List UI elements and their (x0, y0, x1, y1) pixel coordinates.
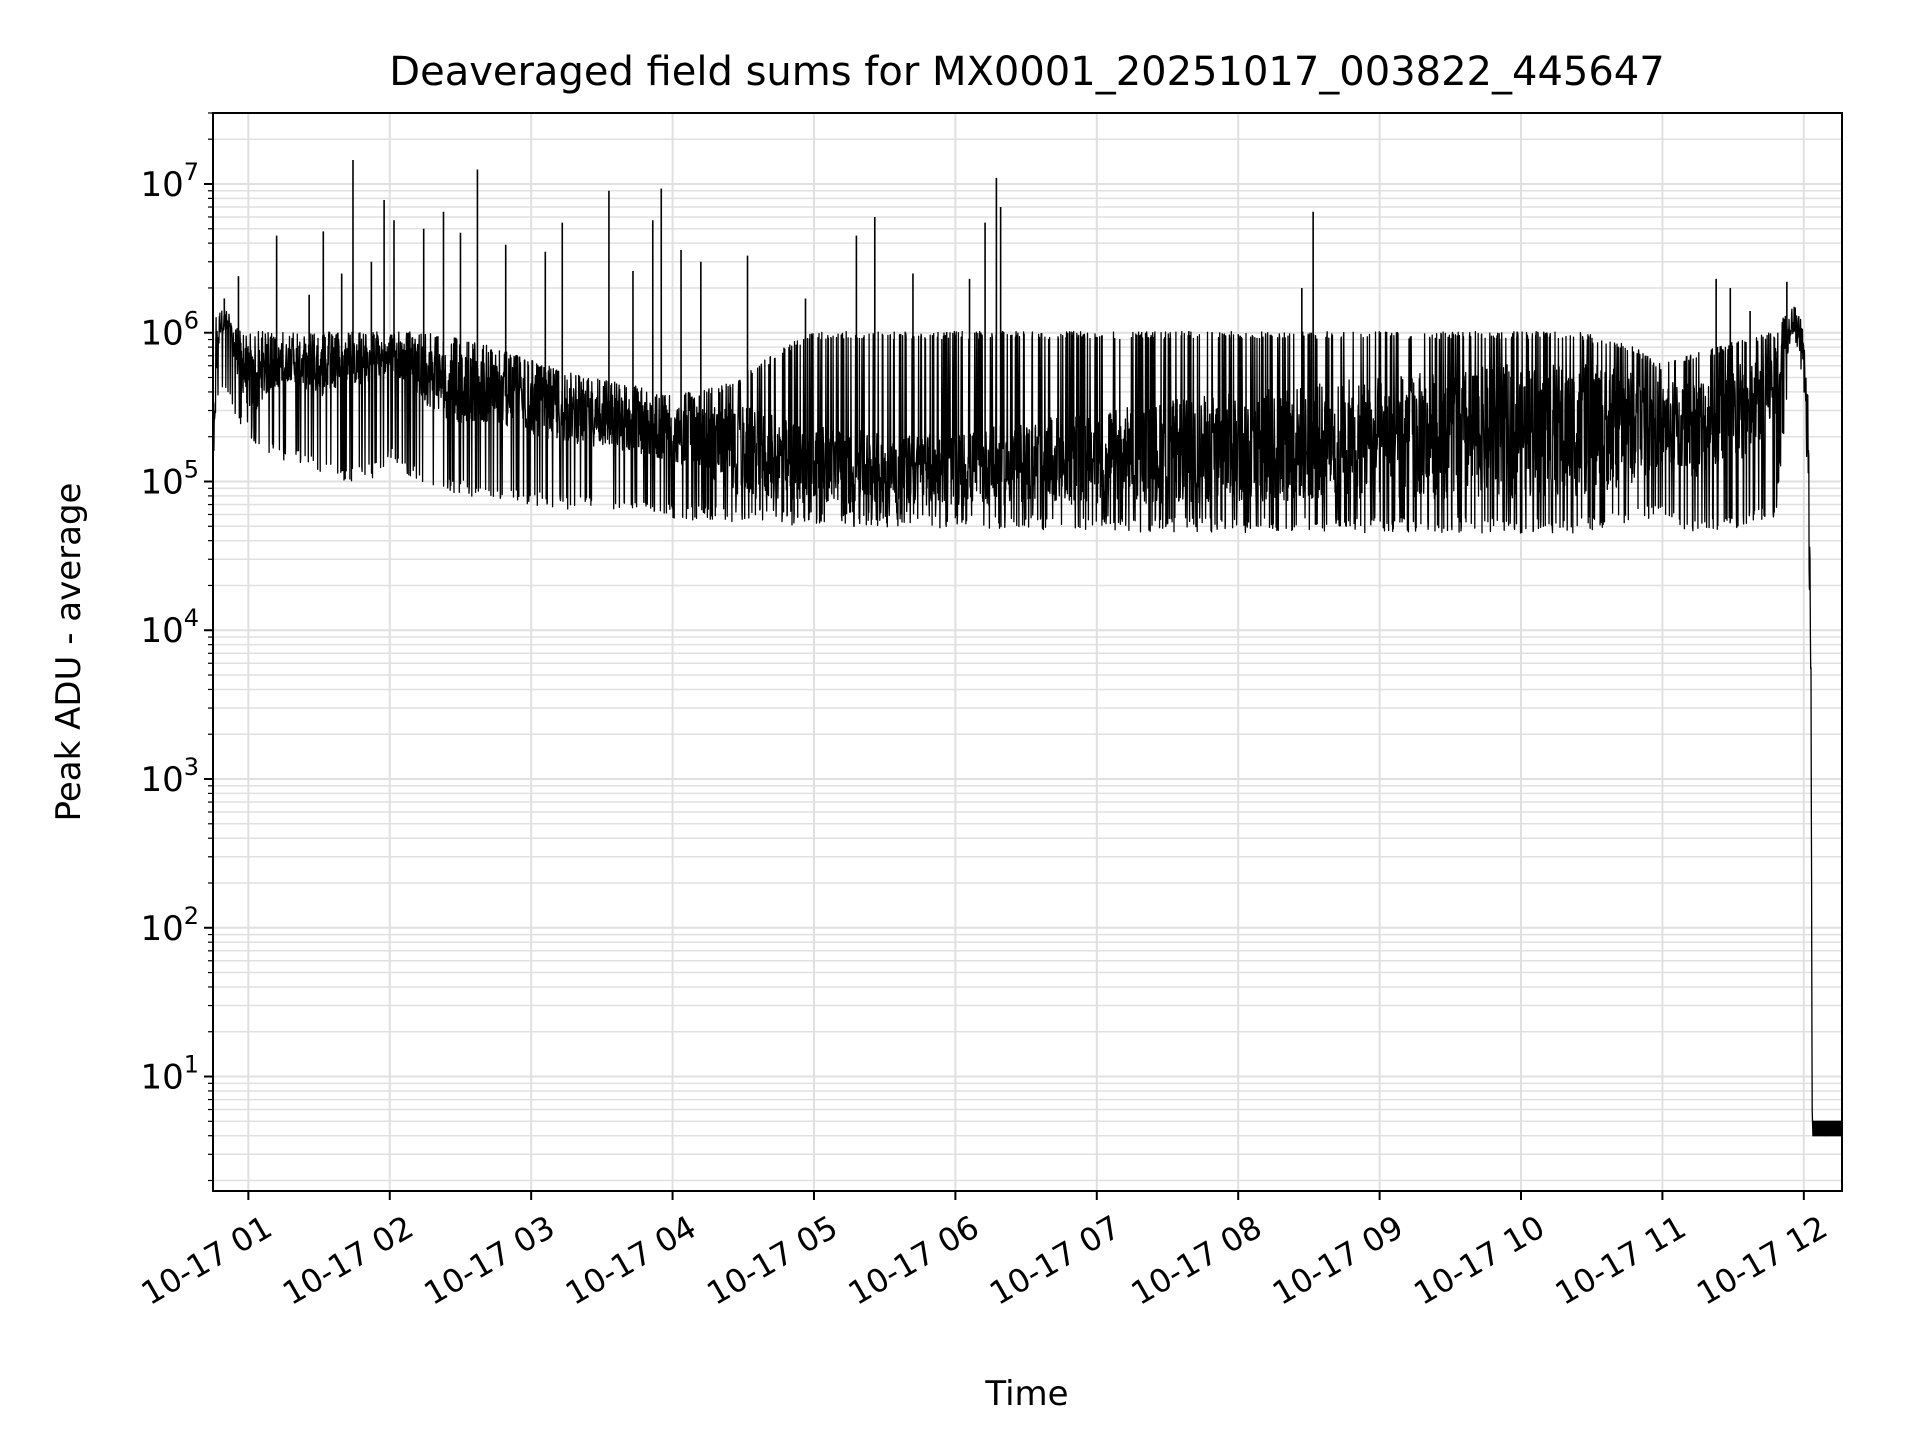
y-tick-label: 103 (140, 753, 199, 800)
y-tick-exponent: 6 (184, 307, 199, 335)
y-tick-label: 106 (140, 307, 199, 354)
data-layer (212, 159, 1843, 1137)
y-tick-base: 10 (140, 314, 183, 354)
y-tick-label: 105 (140, 455, 199, 502)
data-line (212, 306, 1843, 1137)
y-tick-exponent: 5 (184, 455, 199, 483)
y-tick-label: 101 (140, 1051, 199, 1098)
y-tick-exponent: 7 (184, 158, 199, 186)
y-tick-exponent: 4 (184, 604, 199, 632)
y-tick-exponent: 1 (184, 1051, 199, 1079)
y-tick-base: 10 (140, 165, 183, 205)
chart-title: Deaveraged field sums for MX0001_2025101… (389, 49, 1664, 95)
y-tick-exponent: 3 (184, 753, 199, 781)
y-tick-label: 107 (140, 158, 199, 205)
y-tick-base: 10 (140, 462, 183, 502)
y-tick-label: 102 (140, 902, 199, 949)
y-tick-base: 10 (140, 611, 183, 651)
y-axis-label: Peak ADU - average (49, 483, 89, 822)
plot-area (213, 113, 1842, 1191)
y-tick-label: 104 (140, 604, 199, 651)
y-tick-exponent: 2 (184, 902, 199, 930)
y-tick-base: 10 (140, 909, 183, 949)
y-tick-base: 10 (140, 1058, 183, 1098)
x-axis-label: Time (984, 1374, 1068, 1414)
y-tick-base: 10 (140, 760, 183, 800)
plot-frame (212, 112, 1843, 1192)
